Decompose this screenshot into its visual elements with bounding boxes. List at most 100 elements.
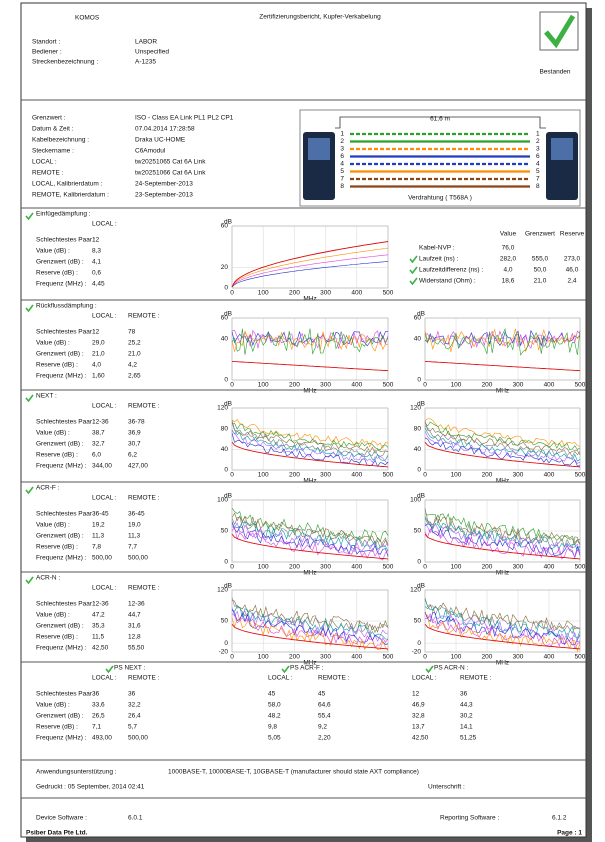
row-value: 11,3	[92, 533, 105, 540]
row-value: 48,2	[268, 713, 281, 720]
logo: KOMOS	[75, 15, 100, 22]
x-tick-label: 200	[289, 290, 300, 297]
column-header: LOCAL :	[92, 495, 117, 502]
x-tick-label: 400	[544, 564, 555, 571]
pin-label: 8	[340, 183, 344, 190]
pin-label: 7	[340, 176, 344, 183]
y-axis-label: dB	[417, 311, 425, 318]
x-tick-label: 100	[258, 654, 269, 661]
extra-value: 46,0	[566, 267, 579, 274]
x-tick-label: 100	[258, 290, 269, 297]
row-value: 11,5	[92, 634, 105, 641]
detail-label: REMOTE, Kalibrierdatum :	[32, 192, 109, 199]
row-value: 13,7	[412, 724, 425, 731]
row-label: Grenzwert (dB) :	[36, 533, 84, 540]
y-tick-label: 0	[224, 377, 228, 384]
detail-value: 24-September-2013	[135, 181, 193, 188]
row-value: 46,9	[412, 702, 425, 709]
row-value: 500,00	[128, 555, 148, 562]
row-value: 19,2	[92, 522, 105, 529]
row-value: 42,50	[92, 645, 109, 652]
row-value: 4,2	[128, 362, 137, 369]
x-tick-label: 300	[513, 472, 524, 479]
row-value: 427,00	[128, 463, 148, 470]
x-axis-label: MHz	[496, 660, 509, 667]
x-tick-label: 400	[351, 472, 362, 479]
device-software-label: Device Software :	[36, 815, 87, 822]
extra-value: 282,0	[500, 256, 517, 263]
x-tick-label: 300	[320, 290, 331, 297]
pin-label: 6	[340, 153, 344, 160]
row-label: Frequenz (MHz) :	[36, 555, 87, 562]
row-value: 35,3	[92, 623, 105, 630]
y-axis-label: dB	[224, 583, 232, 590]
row-value: 8,3	[92, 248, 101, 255]
row-value: 36	[128, 691, 136, 698]
x-tick-label: 500	[575, 382, 586, 389]
application-value: 1000BASE-T, 10000BASE-T, 10GBASE-T (manu…	[168, 769, 419, 776]
company: Psiber Data Pte Ltd.	[26, 830, 88, 837]
wiremap-caption: Verdrahtung ( T568A )	[408, 195, 472, 202]
y-tick-label: 0	[224, 640, 228, 647]
detail-value: tw20251066 Cat 6A Link	[135, 170, 206, 177]
x-tick-label: 300	[513, 382, 524, 389]
row-value: 30,2	[460, 713, 473, 720]
x-tick-label: 200	[482, 654, 493, 661]
x-tick-label: 100	[451, 382, 462, 389]
x-tick-label: 100	[451, 654, 462, 661]
y-axis-label: dB	[224, 493, 232, 500]
row-value: 500,00	[128, 735, 148, 742]
row-value: 45	[268, 691, 276, 698]
y-axis-label: dB	[224, 401, 232, 408]
x-tick-label: 200	[289, 564, 300, 571]
row-label: Value (dB) :	[36, 430, 70, 437]
row-value: 26,4	[128, 713, 141, 720]
column-header: REMOTE :	[128, 675, 160, 682]
row-value: 4,0	[92, 362, 101, 369]
extra-value: 4,0	[503, 267, 512, 274]
column-header: LOCAL :	[92, 675, 117, 682]
row-label: Value (dB) :	[36, 702, 70, 709]
pin-label: 4	[340, 161, 344, 168]
extra-value: 273,0	[564, 256, 581, 263]
row-value: 42,50	[412, 735, 429, 742]
row-value: 58,0	[268, 702, 281, 709]
x-axis-label: MHz	[303, 478, 316, 485]
row-value: 44,3	[460, 702, 473, 709]
row-label: Grenzwert (dB) :	[36, 441, 84, 448]
row-value: 493,00	[92, 735, 112, 742]
extra-value: 21,0	[534, 278, 547, 285]
extra-label: Widerstand (Ohm) :	[419, 278, 476, 285]
column-header: REMOTE :	[318, 675, 350, 682]
y-axis-label: dB	[417, 401, 425, 408]
x-tick-label: 400	[351, 382, 362, 389]
pin-label: 5	[340, 168, 344, 175]
row-value: 36,9	[128, 430, 141, 437]
row-value: 30,7	[128, 441, 141, 448]
x-tick-label: 300	[513, 654, 524, 661]
detail-value: 07.04.2014 17:28:58	[135, 126, 195, 133]
row-value: 51,25	[460, 735, 477, 742]
x-tick-label: 400	[351, 564, 362, 571]
detail-label: Kabelbezeichnung :	[32, 137, 89, 144]
detail-value: ISO - Class EA Link PL1 PL2 CP1	[135, 115, 234, 122]
detail-label: Datum & Zeit :	[32, 126, 74, 133]
row-value: 64,6	[318, 702, 331, 709]
row-label: Frequenz (MHz) :	[36, 645, 87, 652]
x-tick-label: 500	[383, 654, 394, 661]
row-value: 31,6	[128, 623, 141, 630]
row-label: Schlechtestes Paar :	[36, 691, 96, 698]
x-tick-label: 300	[320, 382, 331, 389]
row-value: 33,6	[92, 702, 105, 709]
row-value: 2,65	[128, 373, 141, 380]
row-value: 5,7	[128, 724, 137, 731]
row-value: 45	[318, 691, 326, 698]
pin-label: 2	[340, 138, 344, 145]
row-value: 47,2	[92, 612, 105, 619]
x-tick-label: 400	[544, 654, 555, 661]
row-label: Grenzwert (dB) :	[36, 259, 84, 266]
x-tick-label: 200	[289, 472, 300, 479]
column-header: LOCAL :	[92, 585, 117, 592]
row-value: 5,05	[268, 735, 281, 742]
row-value: 25,2	[128, 340, 141, 347]
